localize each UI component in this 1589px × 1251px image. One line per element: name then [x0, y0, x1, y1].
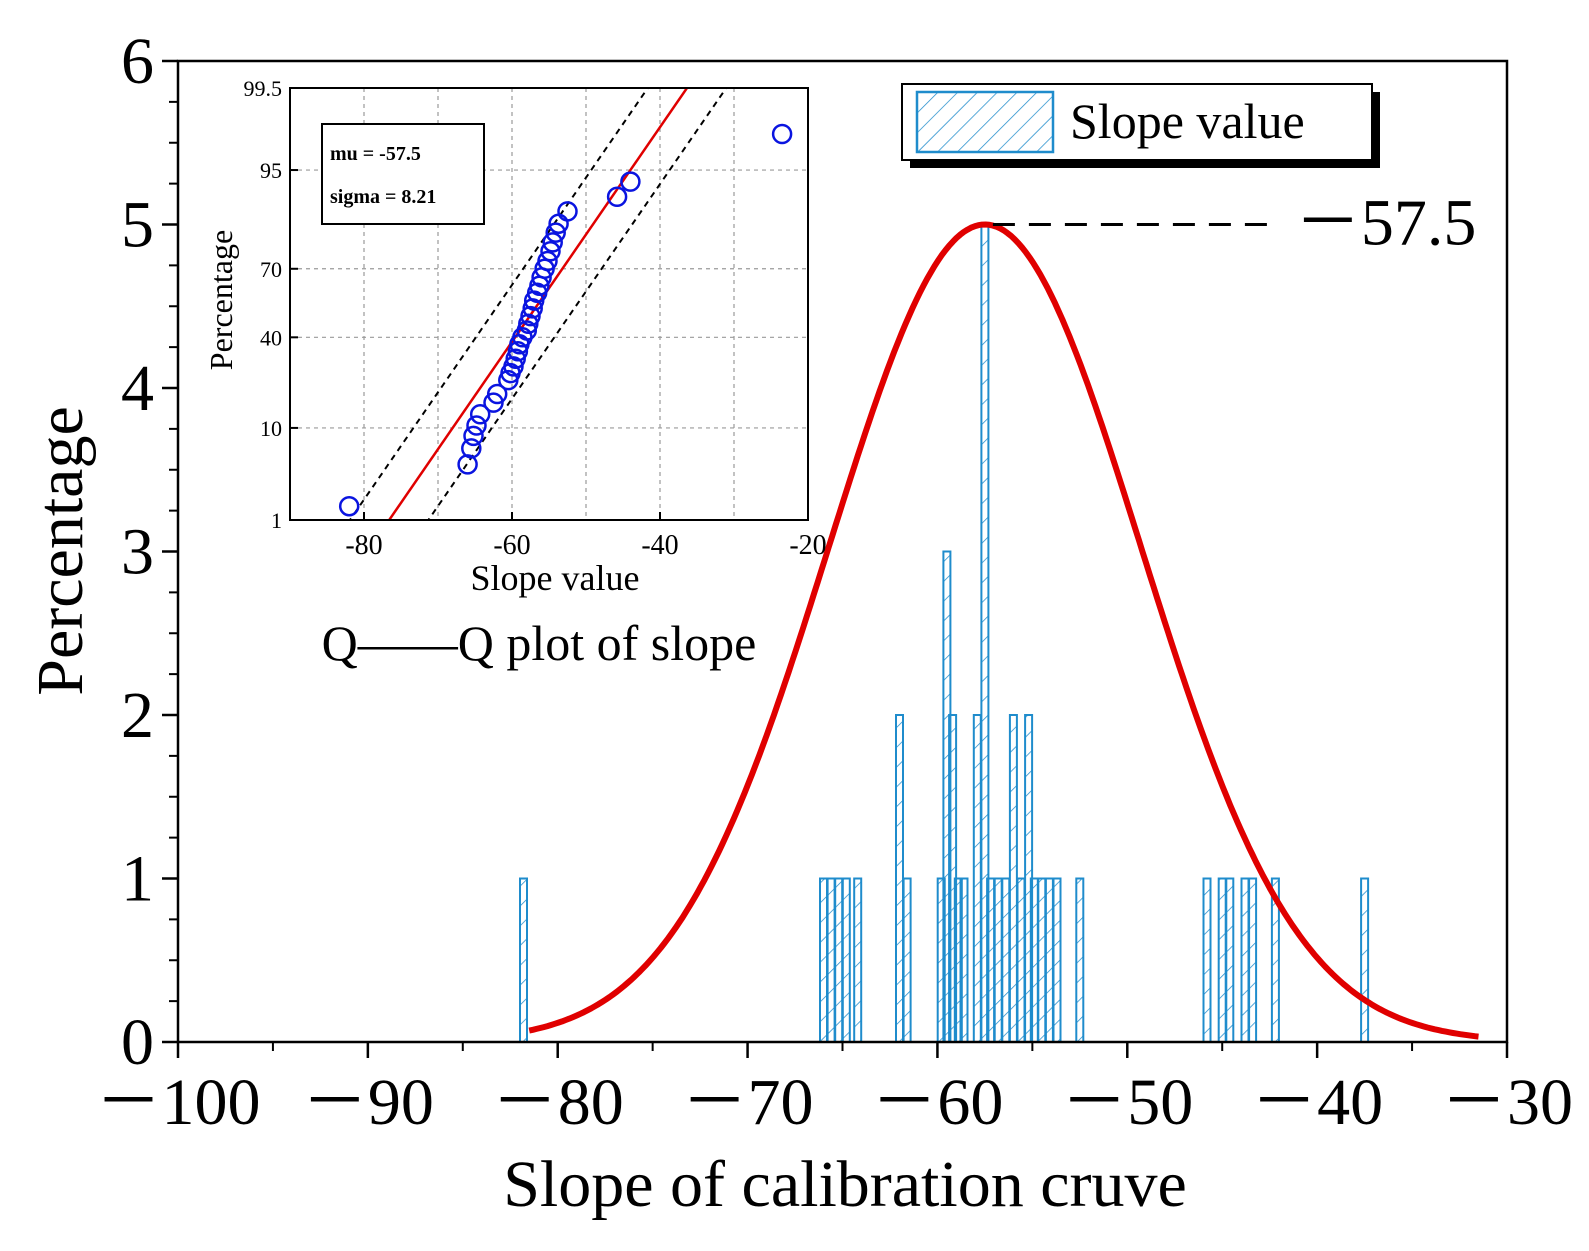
y-tick-label: 2	[121, 679, 154, 752]
inset-qq-plot: -80 -60 -40 -20 1 10 40 70 95 99.5 mu = -57.5 si…	[203, 76, 827, 671]
histogram-bars	[519, 223, 1370, 1043]
histogram-bar	[1016, 877, 1026, 1043]
histogram-bar	[986, 877, 996, 1043]
histogram-bar	[895, 714, 904, 1043]
inset-point	[486, 383, 508, 405]
inset-point	[463, 425, 484, 447]
inset-point	[545, 222, 566, 243]
x-tick-label: －50	[1061, 1066, 1193, 1139]
inset-points	[338, 123, 793, 517]
y-axis-ticks: 0 1 2 3 4 5 6	[121, 25, 178, 1079]
inset-x-title: Slope value	[471, 558, 640, 598]
inset-stats-box: mu = -57.5 sigma = 8.21	[321, 123, 485, 225]
y-tick-label: 4	[121, 352, 154, 425]
legend-swatch	[915, 90, 1055, 154]
histogram-bar	[841, 877, 851, 1043]
inset-y-tick-label: 70	[260, 257, 282, 282]
inset-point	[507, 341, 529, 362]
histogram-bar	[826, 877, 836, 1043]
legend: Slope value	[901, 83, 1380, 168]
inset-confidence-band-right	[427, 88, 728, 520]
histogram-bar	[972, 714, 982, 1043]
y-tick-label: 3	[121, 516, 154, 589]
inset-point	[620, 171, 641, 192]
histogram-bar	[1360, 877, 1370, 1043]
inset-y-tick-label: 95	[260, 158, 282, 183]
inset-point	[520, 305, 541, 327]
inset-point	[540, 241, 561, 262]
histogram-bar	[902, 877, 912, 1043]
inset-caption: Q——Q plot of slope	[322, 615, 757, 671]
histogram-bar	[519, 877, 528, 1043]
inset-point	[503, 356, 524, 377]
inset-point	[466, 415, 487, 436]
inset-point	[557, 201, 578, 222]
histogram-bar	[1075, 877, 1085, 1043]
x-tick-label: －30	[1441, 1066, 1573, 1139]
inset-y-tick-label: 99.5	[244, 76, 283, 101]
histogram-bar	[1248, 877, 1258, 1043]
histogram-bar	[1202, 877, 1212, 1043]
inset-point	[469, 404, 491, 425]
y-tick-label: 5	[121, 189, 154, 262]
y-tick-label: 6	[121, 25, 154, 98]
histogram-bar	[819, 877, 828, 1043]
x-tick-label: －60	[871, 1066, 1003, 1139]
histogram-bar	[959, 877, 969, 1043]
inset-point	[338, 495, 360, 517]
main-plot: －100 －90 －80 －70 －60 －50 －40 －30 0 1 2 3 4 5 6 Slope …	[24, 25, 1573, 1221]
histogram-bar	[1217, 877, 1227, 1043]
inset-point	[537, 250, 558, 272]
inset-x-tick-label: -80	[345, 530, 382, 561]
inset-y-ticks: 1 10 40 70 95 99.5	[244, 76, 298, 533]
inset-y-title: Percentage	[203, 230, 239, 370]
inset-point	[771, 123, 793, 145]
histogram-bar	[834, 877, 844, 1043]
x-tick-label: －70	[682, 1066, 814, 1139]
inset-y-tick-label: 10	[260, 416, 282, 441]
histogram-bar	[1029, 877, 1039, 1043]
inset-x-tick-label: -60	[493, 530, 530, 561]
inset-mu-text: mu = -57.5	[330, 143, 421, 165]
peak-annotation: －57.5	[1295, 187, 1477, 260]
inset-point	[461, 438, 482, 459]
normal-fit-curve	[528, 221, 1479, 1040]
inset-confidence-band-left	[348, 88, 649, 520]
histogram-bar	[1044, 877, 1054, 1043]
histogram-bar	[1052, 877, 1062, 1043]
x-axis-title: Slope of calibration cruve	[503, 1148, 1187, 1221]
x-tick-label: －80	[492, 1066, 624, 1139]
histogram-bar	[1008, 714, 1018, 1043]
inset-y-tick-label: 1	[271, 508, 282, 533]
x-tick-label: －90	[302, 1066, 434, 1139]
histogram-bar	[853, 877, 863, 1043]
y-tick-label: 1	[121, 843, 154, 916]
inset-sigma-text: sigma = 8.21	[330, 186, 436, 208]
histogram-bar	[1037, 877, 1047, 1043]
inset-y-tick-label: 40	[260, 325, 282, 350]
y-axis-title: Percentage	[24, 406, 97, 696]
inset-x-ticks: -80 -60 -40 -20	[345, 512, 827, 561]
x-axis-ticks: －100 －90 －80 －70 －60 －50 －40 －30	[96, 1042, 1573, 1139]
inset-stats-border	[321, 123, 485, 225]
inset-point	[606, 186, 628, 208]
inset-frame	[289, 87, 809, 521]
y-tick-label: 0	[121, 1006, 154, 1079]
inset-x-tick-label: -40	[641, 530, 678, 561]
histogram-bar	[1001, 877, 1011, 1043]
histogram-bar	[1225, 877, 1235, 1043]
histogram-bar	[1240, 877, 1250, 1043]
histogram-bar	[993, 877, 1003, 1043]
x-tick-label: －100	[96, 1066, 261, 1139]
inset-fit-line	[387, 88, 689, 520]
x-tick-label: －40	[1251, 1066, 1383, 1139]
inset-point	[542, 232, 563, 253]
inset-x-tick-label: -20	[789, 530, 826, 561]
legend-label: Slope value	[1070, 93, 1305, 149]
